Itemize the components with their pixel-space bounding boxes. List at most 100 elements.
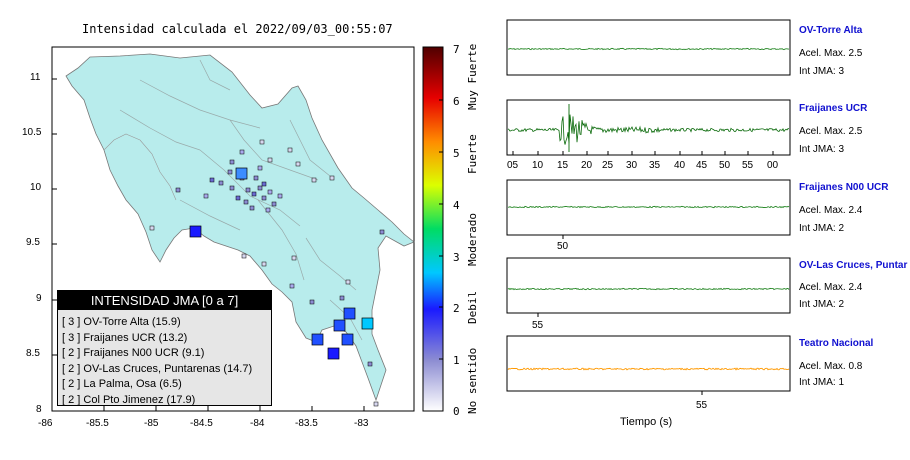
map-x-tick: -83.5 (295, 418, 318, 429)
colorbar-tick: 5 (453, 147, 460, 160)
station-jma: Int JMA: 3 (799, 66, 845, 77)
square-marker-icon (209, 177, 215, 183)
category-moderado: Moderado (466, 213, 479, 266)
square-marker-icon (361, 317, 374, 330)
category-fuerte: Fuerte (466, 134, 479, 174)
legend-item: [ 3 ] OV-Torre Alta (15.9) (62, 316, 181, 328)
station-name: OV-Las Cruces, Puntar (799, 260, 908, 271)
map-x-tick: -84.5 (190, 418, 213, 429)
station-jma: Int JMA: 2 (799, 299, 845, 310)
time-tick: 55 (696, 400, 708, 411)
legend-item: [ 2 ] Fraijanes N00 UCR (9.1) (62, 347, 205, 359)
map-x-tick: -84 (250, 418, 265, 429)
square-marker-icon (229, 159, 235, 165)
time-tick: 00 (767, 160, 779, 171)
time-tick: 50 (557, 241, 569, 252)
time-tick: 50 (719, 160, 731, 171)
square-marker-icon (327, 347, 340, 360)
legend-item: [ 2 ] La Palma, Osa (6.5) (62, 378, 182, 390)
waveform-trace (508, 205, 790, 209)
square-marker-icon (259, 139, 265, 145)
category-no-sentido: No sentido (466, 347, 479, 414)
square-marker-icon (229, 185, 235, 191)
time-tick: 05 (507, 160, 519, 171)
square-marker-icon (333, 319, 346, 332)
category-muy-fuerte: Muy Fuerte (466, 43, 479, 110)
square-marker-icon (243, 199, 249, 205)
square-marker-icon (329, 175, 335, 181)
time-tick: 30 (626, 160, 638, 171)
station-acel: Acel. Max. 0.8 (799, 361, 863, 372)
rivers (119, 59, 363, 341)
square-marker-icon (235, 167, 248, 180)
square-marker-icon (277, 193, 283, 199)
time-tick: 55 (742, 160, 754, 171)
time-tick: 55 (532, 320, 544, 331)
colorbar-tick: 2 (453, 302, 460, 315)
square-marker-icon (261, 261, 267, 267)
station-name: Fraijanes N00 UCR (799, 182, 889, 193)
map-y-tick: 9 (36, 293, 42, 304)
square-marker-icon (373, 401, 379, 407)
square-marker-icon (261, 195, 267, 201)
square-marker-icon (343, 307, 356, 320)
map-x-tick: -86 (38, 418, 53, 429)
station-name: Fraijanes UCR (799, 103, 868, 114)
station-markers (149, 139, 385, 407)
colorbar-tick: 0 (453, 405, 460, 418)
legend-item: [ 3 ] Fraijanes UCR (13.2) (62, 331, 188, 344)
nicoya-coast-detail (103, 133, 177, 201)
time-tick: 10 (532, 160, 544, 171)
square-marker-icon (241, 253, 247, 259)
square-marker-icon (257, 165, 263, 171)
square-marker-icon (257, 185, 263, 191)
square-marker-icon (287, 147, 293, 153)
map-title: Intensidad calculada el 2022/09/03_00:55… (82, 22, 393, 36)
station-name: Teatro Nacional (799, 338, 874, 349)
waveform-trace (507, 287, 790, 291)
square-marker-icon (289, 283, 295, 289)
square-marker-icon (175, 187, 181, 193)
waveform-trace (507, 367, 790, 371)
time-tick: 25 (602, 160, 614, 171)
square-marker-icon (251, 191, 257, 197)
square-marker-icon (245, 187, 251, 193)
map-x-tick: -85.5 (86, 418, 109, 429)
square-marker-icon (239, 149, 245, 155)
colorbar-tick: 1 (453, 354, 460, 367)
map-y-tick: 8 (36, 404, 42, 415)
intensity-legend: INTENSIDAD JMA [0 a 7] [ 3 ] OV-Torre Al… (57, 290, 272, 406)
map-x-tick: -83 (354, 418, 369, 429)
map-y-tick: 11 (30, 72, 41, 83)
square-marker-icon (261, 181, 267, 187)
highlighted-stations (189, 167, 374, 360)
square-marker-icon (291, 255, 297, 261)
square-marker-icon (265, 207, 271, 213)
time-axis-label: Tiempo (s) (620, 416, 673, 428)
legend-item: [ 2 ] OV-Las Cruces, Puntarenas (14.7) (62, 362, 253, 375)
legend-title: INTENSIDAD JMA [0 a 7] (58, 291, 271, 310)
square-marker-icon (249, 205, 255, 211)
map-axis-ticks (51, 78, 365, 411)
square-marker-icon (345, 279, 351, 285)
station-name: OV-Torre Alta (799, 25, 863, 36)
square-marker-icon (309, 299, 315, 305)
square-marker-icon (367, 361, 373, 367)
waveform-trace (507, 47, 789, 51)
time-tick: 15 (557, 160, 569, 171)
square-marker-icon (339, 295, 345, 301)
time-tick: 35 (649, 160, 661, 171)
waveform-trace (507, 114, 790, 145)
map-y-tick: 10 (30, 182, 42, 193)
time-tick: 45 (696, 160, 708, 171)
station-acel: Acel. Max. 2.4 (799, 282, 863, 293)
colorbar-tick: 7 (453, 43, 460, 56)
square-marker-icon (295, 161, 301, 167)
waveforms (507, 47, 790, 371)
waveform-panel-frames (506, 19, 791, 392)
square-marker-icon (271, 201, 277, 207)
square-marker-icon (267, 189, 273, 195)
square-marker-icon (311, 333, 324, 346)
square-marker-icon (311, 177, 317, 183)
colorbar-tick: 6 (453, 95, 460, 108)
